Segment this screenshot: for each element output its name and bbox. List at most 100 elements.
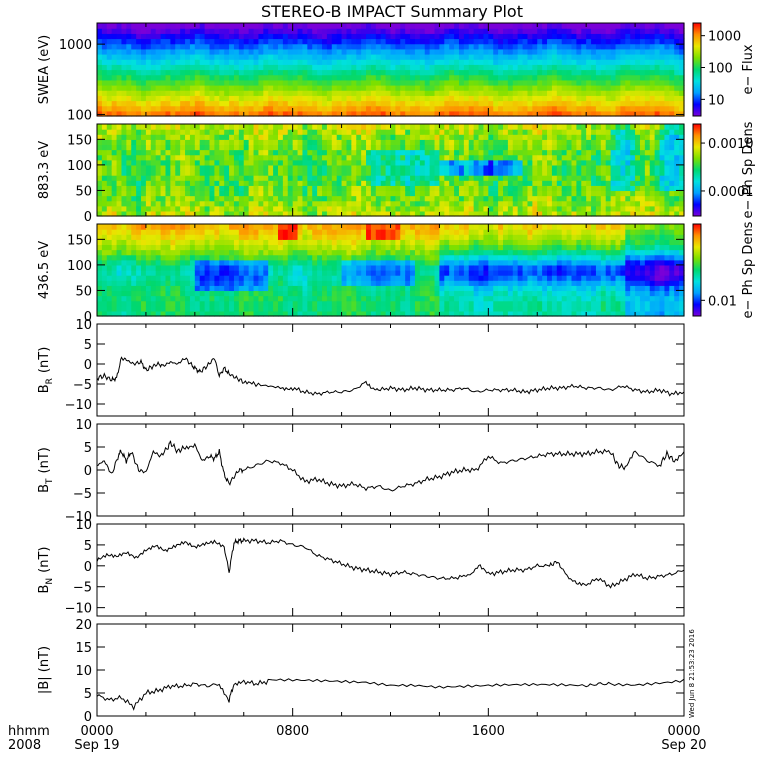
heatmap-cell [561, 200, 568, 207]
heatmap-cell [322, 33, 328, 40]
heatmap-cell [101, 43, 108, 50]
heatmap-cell [336, 33, 343, 40]
heatmap-cell [209, 85, 215, 91]
heatmap-cell [219, 244, 225, 251]
heatmap-cell [297, 64, 304, 71]
heatmap-cell [297, 195, 304, 202]
heatmap-cell [189, 244, 196, 251]
heatmap-cell [224, 259, 230, 266]
heatmap-cell [664, 139, 670, 146]
heatmap-cell [351, 105, 357, 112]
heatmap-cell [106, 43, 113, 50]
heatmap-cell [233, 180, 240, 186]
heatmap-cell [136, 100, 142, 107]
heatmap-cell [449, 149, 455, 156]
heatmap-cell [336, 159, 343, 166]
heatmap-cell [233, 229, 240, 235]
heatmap-cell [644, 170, 651, 176]
heatmap-cell [478, 79, 485, 86]
heatmap-cell [165, 170, 171, 176]
heatmap-cell [390, 110, 396, 117]
heatmap-cell [106, 239, 113, 246]
heatmap-cell [199, 129, 206, 135]
heatmap-cell [449, 28, 455, 34]
heatmap-cell [331, 200, 338, 207]
heatmap-cell [630, 144, 636, 151]
heatmap-cell [214, 310, 220, 317]
heatmap-cell [498, 28, 504, 34]
heatmap-cell [297, 170, 304, 176]
heatmap-cell [116, 305, 123, 312]
heatmap-cell [644, 100, 651, 107]
heatmap-cell [595, 79, 602, 86]
heatmap-cell [410, 164, 416, 171]
heatmap-cell [649, 28, 656, 34]
heatmap-cell [615, 175, 622, 181]
heatmap-cell [414, 90, 421, 96]
heatmap-cell [517, 154, 524, 161]
heatmap-cell [199, 23, 206, 29]
heatmap-cell [111, 239, 118, 246]
heatmap-cell [615, 85, 622, 91]
heatmap-cell [366, 210, 372, 217]
heatmap-cell [194, 69, 201, 76]
heatmap-cell [141, 185, 147, 192]
heatmap-cell [131, 110, 137, 117]
heatmap-cell [454, 210, 460, 217]
heatmap-cell [185, 205, 191, 212]
heatmap-cell [551, 33, 558, 40]
heatmap-cell [351, 90, 357, 96]
heatmap-cell [385, 144, 392, 151]
heatmap-cell [610, 105, 617, 112]
heatmap-cell [131, 64, 137, 71]
heatmap-cell [385, 170, 392, 176]
heatmap-cell [238, 195, 245, 202]
heatmap-cell [361, 43, 367, 50]
heatmap-cell [517, 180, 524, 186]
heatmap-cell [458, 159, 465, 166]
heatmap-cell [654, 195, 661, 202]
heatmap-cell [268, 48, 274, 55]
heatmap-cell [478, 159, 485, 166]
heatmap-cell [586, 79, 592, 86]
heatmap-cell [204, 170, 211, 176]
heatmap-cell [639, 105, 646, 112]
heatmap-cell [248, 64, 255, 71]
heatmap-cell [483, 154, 489, 161]
heatmap-cell [180, 285, 186, 292]
heatmap-cell [605, 149, 612, 156]
heatmap-cell [468, 74, 475, 81]
heatmap-cell [331, 23, 338, 29]
heatmap-cell [126, 159, 132, 166]
heatmap-cell [414, 170, 421, 176]
heatmap-cell [312, 139, 318, 146]
heatmap-cell [591, 110, 597, 117]
heatmap-cell [454, 59, 460, 65]
heatmap-cell [97, 205, 103, 212]
heatmap-cell [669, 38, 675, 45]
heatmap-cell [141, 190, 147, 197]
heatmap-cell [600, 64, 607, 71]
heatmap-cell [610, 159, 617, 166]
heatmap-cell [209, 149, 215, 156]
heatmap-cell [649, 190, 656, 197]
heatmap-cell [189, 105, 196, 112]
heatmap-cell [395, 110, 401, 117]
heatmap-cell [116, 79, 123, 86]
heatmap-cell [131, 224, 137, 230]
heatmap-cell [121, 105, 127, 112]
heatmap-cell [194, 295, 201, 302]
heatmap-cell [238, 295, 245, 302]
heatmap-cell [136, 90, 142, 96]
heatmap-cell [194, 144, 201, 151]
heatmap-cell [419, 205, 426, 212]
heatmap-cell [185, 23, 191, 29]
heatmap-cell [292, 205, 299, 212]
heatmap-cell [224, 239, 230, 246]
heatmap-cell [356, 205, 362, 212]
heatmap-cell [106, 234, 113, 240]
heatmap-cell [356, 154, 362, 161]
heatmap-cell [238, 244, 245, 251]
heatmap-cell [336, 129, 343, 135]
heatmap-cell [512, 33, 519, 40]
